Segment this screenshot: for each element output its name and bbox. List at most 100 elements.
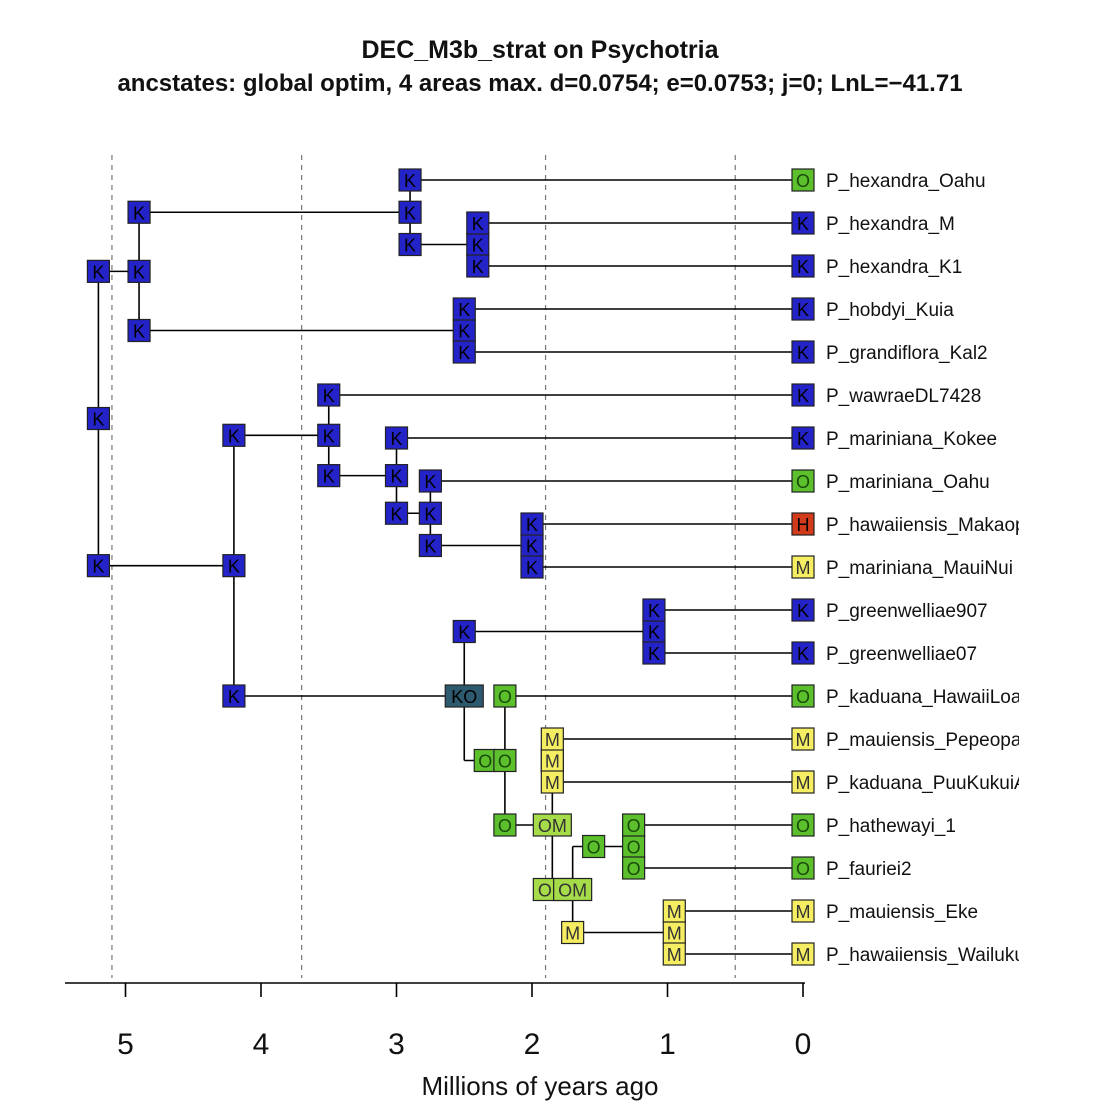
corner-bottom-n_mp	[540, 770, 564, 794]
corner-top-n_mar2-label: K	[424, 472, 436, 492]
corner-bottom-n_hex-label: K	[404, 236, 416, 256]
node-state-n_kad-label: O	[498, 752, 512, 772]
tip-label-17: P_mauiensis_Eke	[826, 902, 978, 923]
tip-state-7-label: O	[796, 472, 810, 492]
tip-state-3	[791, 297, 815, 321]
corner-bottom-n_gw	[642, 641, 666, 665]
corner-top-n_hex2	[466, 211, 490, 235]
tip-label-4: P_grandiflora_Kal2	[826, 343, 988, 364]
node-state-n_me-label: M	[667, 924, 682, 944]
tip-state-12-label: O	[796, 687, 810, 707]
node-state-n_hex-label: K	[404, 203, 416, 223]
tip-label-0: P_hexandra_Oahu	[826, 171, 986, 192]
corner-top-n_mar	[384, 426, 409, 450]
node-state-n_mp-label: M	[545, 752, 560, 772]
x-axis-label: Millions of years ago	[422, 1071, 659, 1101]
corner-top-n_hf	[582, 834, 606, 859]
node-state-n_kaual-label: K	[133, 262, 145, 282]
node-state-n_rest	[444, 684, 484, 708]
node-state-n_hf	[553, 877, 593, 902]
corner-bottom-n_root	[86, 554, 111, 578]
corner-top-n_hob	[452, 297, 476, 321]
tip-label-15: P_hathewayi_1	[826, 816, 956, 837]
tip-label-2: P_hexandra_K1	[826, 257, 962, 278]
corner-top-n_hm	[520, 512, 544, 536]
corner-top-n_hex2-label: K	[472, 214, 484, 234]
tip-state-16-label: O	[796, 859, 810, 879]
node-state-n_waw	[317, 423, 341, 447]
tip-state-6-label: K	[797, 429, 809, 449]
tip-state-3-label: K	[797, 300, 809, 320]
corner-top-n_hob-label: K	[458, 300, 470, 320]
tip-state-16	[791, 856, 815, 880]
corner-top-n_kaual-label: K	[133, 203, 145, 223]
tip-state-14-label: M	[796, 773, 811, 793]
corner-top-n_root-label: K	[92, 262, 104, 282]
corner-bottom-n_me	[662, 942, 686, 966]
corner-bottom-n_mar	[384, 501, 409, 525]
tip-state-17	[791, 899, 815, 923]
corner-bottom-n_rest-label: O	[478, 752, 492, 772]
tip-state-15	[791, 813, 815, 837]
node-state-n_mar2	[418, 501, 442, 525]
corner-top-n_me-label: M	[667, 902, 682, 922]
tip-label-9: P_mariniana_MauiNui	[826, 558, 1013, 579]
corner-bottom-n_kad	[493, 813, 517, 837]
tip-state-17-label: M	[796, 902, 811, 922]
tip-state-11	[791, 641, 815, 665]
tip-state-8	[791, 512, 815, 536]
corner-top-n_gw	[642, 598, 666, 622]
corner-top-n_kad-label: O	[498, 687, 512, 707]
node-state-n_mar2-label: K	[424, 504, 436, 524]
tip-label-3: P_hobdyi_Kuia	[826, 300, 954, 321]
tip-label-5: P_wawraeDL7428	[826, 386, 981, 407]
tip-label-7: P_mariniana_Oahu	[826, 472, 990, 493]
corner-bottom-n_root-label: K	[92, 557, 104, 577]
node-state-n_kaual	[127, 259, 151, 283]
corner-top-n_hf2	[622, 813, 646, 837]
corner-bottom-n_me-label: M	[667, 945, 682, 965]
tip-state-1	[791, 211, 815, 235]
tip-state-18-label: M	[796, 945, 811, 965]
node-state-n_hex	[398, 200, 422, 224]
corner-top-n_waw-label: K	[323, 386, 335, 406]
chart-title: DEC_M3b_strat on Psychotria	[361, 36, 719, 64]
node-state-n_main-label: K	[228, 557, 240, 577]
corner-top-n_kaual	[127, 200, 151, 224]
corner-bottom-n_mp-label: M	[545, 773, 560, 793]
corner-top-n_main-label: K	[228, 426, 240, 446]
corner-bottom-n_hm	[520, 555, 544, 579]
corner-top-n_me	[662, 899, 686, 923]
corner-bottom-n_gw-label: K	[648, 644, 660, 664]
tip-state-18	[791, 942, 815, 966]
x-tick-label-3: 3	[388, 1028, 405, 1061]
tip-state-11-label: K	[797, 644, 809, 664]
corner-top-n_rest-label: K	[458, 623, 470, 643]
corner-top-n_hex	[398, 168, 422, 192]
tip-state-5	[791, 383, 815, 407]
corner-bottom-n_hf2-label: O	[627, 859, 641, 879]
corner-bottom-n_hob-label: K	[458, 343, 470, 363]
tip-state-14	[791, 770, 815, 794]
corner-top-n_hm-label: K	[526, 515, 538, 535]
tip-label-10: P_greenwelliae907	[826, 601, 988, 622]
corner-top-n_waw	[317, 383, 341, 407]
node-state-n_hob-label: K	[458, 322, 470, 342]
tip-label-1: P_hexandra_M	[826, 214, 955, 235]
corner-bottom-n_mar-label: K	[390, 504, 402, 524]
node-state-n_root-label: K	[92, 410, 104, 430]
node-state-n_hf2-label: O	[627, 838, 641, 858]
corner-bottom-n_hf	[561, 920, 585, 945]
tip-state-7	[791, 469, 815, 493]
x-tick-label-2: 2	[524, 1028, 541, 1061]
node-state-n_waw-label: K	[323, 426, 335, 446]
tip-state-2-label: K	[797, 257, 809, 277]
tip-label-16: P_fauriei2	[826, 859, 912, 880]
x-tick-label-4: 4	[253, 1028, 270, 1061]
node-state-n_big	[532, 813, 572, 837]
label-clip-mask	[1019, 160, 1102, 970]
corner-top-n_mar2	[418, 469, 442, 493]
node-state-n_rest-label: KO	[451, 687, 477, 707]
x-tick-label-0: 0	[795, 1028, 812, 1061]
